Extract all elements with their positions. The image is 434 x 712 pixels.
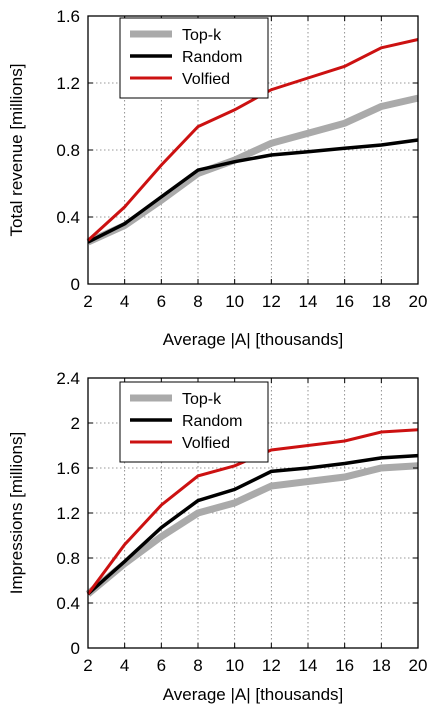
y-tick-label: 0	[71, 639, 80, 658]
x-tick-label: 4	[120, 656, 129, 675]
legend-label: Volfied	[182, 435, 230, 452]
y-tick-label: 1.6	[56, 7, 80, 26]
legend-label: Volfied	[182, 71, 230, 88]
x-tick-label: 14	[299, 292, 318, 311]
x-tick-label: 6	[157, 292, 166, 311]
x-axis-label: Average |A| [thousands]	[163, 330, 344, 349]
legend: Top-k Random Volfied	[119, 17, 269, 99]
y-tick-label: 0.4	[56, 594, 80, 613]
legend-label: Random	[182, 413, 242, 430]
x-tick-label: 20	[409, 292, 428, 311]
x-tick-label: 18	[372, 656, 391, 675]
x-tick-label: 12	[262, 292, 281, 311]
series-line-top-k	[86, 94, 419, 246]
x-tick-label: 20	[409, 656, 428, 675]
series-line-random	[86, 453, 419, 596]
y-axis-label: Total revenue [millions]	[7, 64, 26, 237]
legend-label: Random	[182, 49, 242, 66]
x-tick-label: 16	[335, 292, 354, 311]
y-tick-label: 0.4	[56, 208, 80, 227]
y-tick-label: 0.8	[56, 549, 80, 568]
x-tick-label: 18	[372, 292, 391, 311]
x-tick-label: 2	[83, 292, 92, 311]
x-tick-label: 8	[193, 656, 202, 675]
x-tick-label: 12	[262, 656, 281, 675]
y-axis-label: Impressions [millions]	[7, 432, 26, 595]
series-line-random	[87, 138, 419, 244]
y-tick-label: 2	[71, 414, 80, 433]
y-tick-label: 2.4	[56, 369, 80, 388]
chart-panel-1: 2 4 6 8 10 12 14 16 18 20 0 0.4 0.8 1.2 1.6 Average |A|…	[7, 7, 427, 349]
x-axis-label: Average |A| [thousands]	[163, 685, 344, 704]
legend: Top-k Random Volfied	[119, 381, 269, 463]
x-tick-label: 6	[157, 656, 166, 675]
series-line-volfied	[86, 38, 419, 242]
x-tick-label: 8	[193, 292, 202, 311]
y-tick-label: 1.6	[56, 459, 80, 478]
chart-panel-2: 2 4 6 8 10 12 14 16 18 20 0 0.4 0.8 1.2 1.6 2 2.4 Average…	[7, 369, 427, 704]
legend-label: Top-k	[182, 27, 222, 44]
y-tick-label: 1.2	[56, 504, 80, 523]
y-tick-label: 0.8	[56, 141, 80, 160]
legend-label: Top-k	[182, 391, 222, 408]
x-tick-label: 4	[120, 292, 129, 311]
x-tick-label: 10	[225, 292, 244, 311]
y-tick-label: 0	[71, 275, 80, 294]
x-tick-label: 16	[335, 656, 354, 675]
x-tick-label: 2	[83, 656, 92, 675]
x-tick-label: 10	[225, 656, 244, 675]
y-tick-label: 1.2	[56, 74, 80, 93]
x-tick-label: 14	[299, 656, 318, 675]
series-line-top-k	[85, 462, 419, 597]
